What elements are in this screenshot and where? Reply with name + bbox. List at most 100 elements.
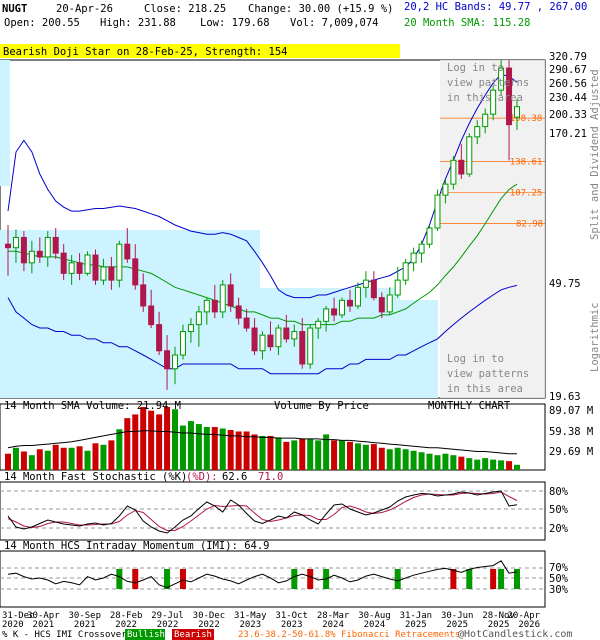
volume-bar xyxy=(235,431,242,470)
volume-bar xyxy=(474,459,481,470)
x-date-label: 30-Jun xyxy=(441,611,474,621)
price-tick: 230.44 xyxy=(549,92,587,104)
x-year-label: 2023 xyxy=(281,620,303,630)
x-year-label: 2021 xyxy=(74,620,96,630)
x-date-label: 30-Apr xyxy=(27,611,60,621)
candle-body xyxy=(44,236,51,258)
volume-bar xyxy=(28,455,35,470)
imi-crossover-bar xyxy=(490,569,497,589)
volume-bar xyxy=(211,427,218,470)
volume-sma-line xyxy=(7,430,517,455)
candle-body xyxy=(474,126,481,138)
candle-body xyxy=(267,334,274,348)
candle-body xyxy=(76,262,83,274)
volume-bar xyxy=(362,444,369,470)
candle-body xyxy=(227,284,234,307)
volume-bars xyxy=(5,407,520,470)
login-bottom-3[interactable]: in this area xyxy=(447,383,523,395)
bullish-label: Bullish xyxy=(127,630,165,640)
stoch-d-value: 71.0 xyxy=(258,471,283,483)
imi-title: 14 Month HCS Intraday Momentum (IMI): 64… xyxy=(4,540,270,552)
price-tick: 320.79 xyxy=(549,51,587,63)
volume-bar xyxy=(84,450,91,470)
candles xyxy=(5,60,520,390)
login-bottom-2[interactable]: view patterns xyxy=(447,368,529,380)
candle-body xyxy=(370,279,377,299)
login-bottom-1[interactable]: Log in to xyxy=(447,353,504,365)
bearish-label: Bearish xyxy=(174,630,212,640)
candle-body xyxy=(466,136,473,175)
login-area[interactable] xyxy=(440,60,545,398)
candle-body xyxy=(243,317,250,329)
fib-legend: 23.6-38.2-50-61.8% Fibonacci Retracement… xyxy=(238,630,460,640)
login-top-2[interactable]: view patterns xyxy=(447,77,529,89)
candle-body xyxy=(482,113,489,128)
vbp-title: Volume By Price xyxy=(274,400,369,412)
x-date-label: 30-Dec xyxy=(193,611,226,621)
volume-bar xyxy=(44,450,51,470)
x-year-label: 2022 xyxy=(198,620,220,630)
candle-body xyxy=(259,334,266,352)
login-top-3[interactable]: in this area xyxy=(447,92,523,104)
price-tick: 290.67 xyxy=(549,64,587,76)
candle-body xyxy=(124,243,131,260)
stoch-k-value: 62.6 xyxy=(222,471,247,483)
candle-body xyxy=(410,252,417,264)
upper-band-line xyxy=(7,73,518,299)
price-axis: 320.79 290.67 260.56 230.44 200.33 170.2… xyxy=(549,51,587,403)
volume-bar xyxy=(370,444,377,470)
candle-body xyxy=(187,324,194,333)
candle-body xyxy=(235,305,242,319)
copyright: @HotCandlestick.com xyxy=(458,629,572,640)
volume-bar xyxy=(506,461,513,470)
open-label: Open: 200.55 xyxy=(4,17,80,29)
date-label: 20-Apr-26 xyxy=(56,3,113,15)
price-panel: 198.38 138.61 107.25 82.98 xyxy=(0,59,546,399)
x-year-label: 2023 xyxy=(239,620,261,630)
candle-body xyxy=(402,262,409,281)
candle-body xyxy=(20,236,27,264)
fib-label: 107.25 xyxy=(510,189,543,199)
sma-label: 20 Month SMA: 115.28 xyxy=(404,17,530,29)
imi-crossover-bar xyxy=(132,569,139,589)
volume-bar xyxy=(410,450,417,470)
log-label: Logarithmic xyxy=(589,302,600,372)
volume-bar xyxy=(307,438,314,470)
volume-bar xyxy=(426,453,433,470)
candle-body xyxy=(331,308,338,316)
imi-crossover-bar xyxy=(307,569,314,589)
volume-bar xyxy=(179,425,186,470)
stoch-tick: 20% xyxy=(549,523,569,535)
pattern-banner-bg xyxy=(0,44,400,58)
x-date-label: 28-Nov xyxy=(482,611,515,621)
imi-crossover-bar xyxy=(514,569,520,589)
volume-title: 14 Month SMA Volume: 21.94 M xyxy=(4,400,181,412)
symbol-label: NUGT xyxy=(2,3,27,15)
candle-body xyxy=(275,327,282,348)
candle-body xyxy=(219,284,226,313)
price-tick: 200.33 xyxy=(549,109,587,121)
volume-bar xyxy=(466,458,473,470)
stoch-tick: 80% xyxy=(549,486,569,498)
split-adjusted-label: Split and Dividend Adjusted xyxy=(589,69,600,240)
login-top-1[interactable]: Log in to xyxy=(447,62,504,74)
candle-body xyxy=(498,67,505,91)
volume-bar xyxy=(315,440,322,470)
volume-bar xyxy=(52,444,59,470)
volume-bar xyxy=(36,449,43,470)
volume-bar xyxy=(267,435,274,470)
volume-bar xyxy=(331,440,338,470)
x-year-label: 2024 xyxy=(364,620,386,630)
candle-body xyxy=(195,311,202,326)
volume-bar xyxy=(394,447,401,470)
price-tick: 49.75 xyxy=(549,278,581,290)
monthly-chart-label: MONTHLY CHART xyxy=(428,400,511,412)
candle-body xyxy=(434,194,441,229)
imi-tick: 70% xyxy=(549,562,569,574)
candle-body xyxy=(132,258,139,286)
volume-bar xyxy=(378,447,385,470)
low-label: Low: 179.68 xyxy=(200,17,270,29)
volume-bar xyxy=(490,459,497,470)
candle-body xyxy=(108,266,115,281)
x-year-label: 2020 xyxy=(2,620,24,630)
